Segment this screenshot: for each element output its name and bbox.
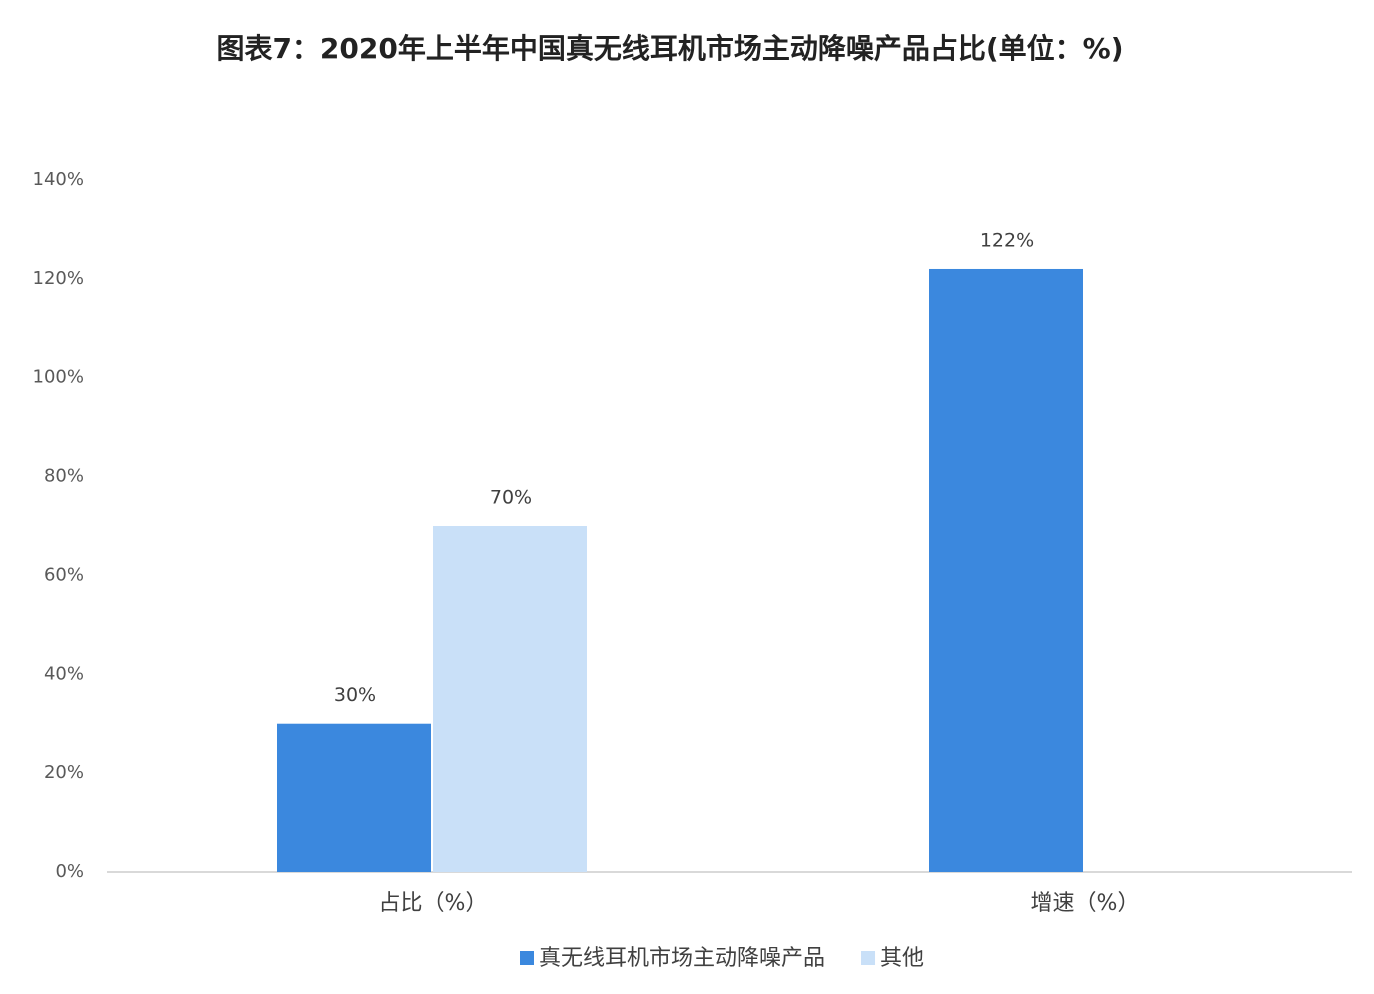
data-label: 70%	[490, 487, 532, 509]
y-tick-label: 120%	[33, 268, 84, 289]
legend-label: 其他	[880, 946, 924, 971]
bar	[929, 268, 1083, 872]
bar	[433, 526, 587, 872]
chart-title: 图表7：2020年上半年中国真无线耳机市场主动降噪产品占比(单位：%)	[216, 32, 1123, 65]
y-tick-label: 20%	[44, 762, 84, 783]
y-tick-label: 100%	[33, 367, 84, 388]
legend-swatch	[520, 951, 534, 965]
data-label: 122%	[980, 229, 1034, 251]
x-tick-label: 增速（%）	[1031, 891, 1140, 916]
y-tick-label: 80%	[44, 466, 84, 487]
y-tick-label: 60%	[44, 564, 84, 585]
data-label: 30%	[334, 684, 376, 706]
y-tick-label: 0%	[55, 861, 84, 882]
legend-label: 真无线耳机市场主动降噪产品	[539, 946, 825, 971]
y-tick-label: 40%	[44, 663, 84, 684]
bar	[277, 723, 431, 872]
x-tick-label: 占比（%）	[379, 891, 488, 916]
y-tick-label: 140%	[33, 169, 84, 190]
legend-swatch	[861, 951, 876, 965]
